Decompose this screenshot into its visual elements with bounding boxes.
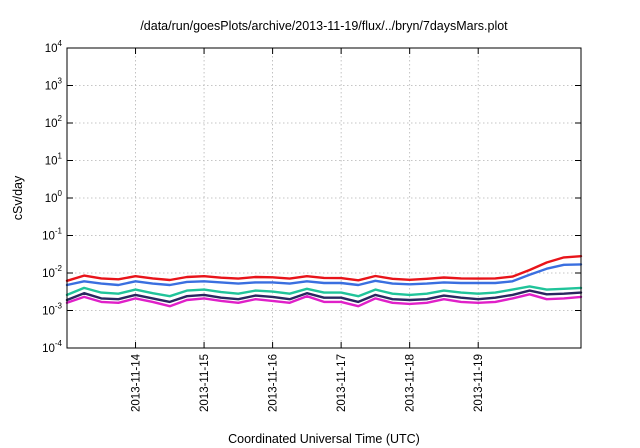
- y-tick-label: 100: [45, 189, 63, 205]
- chart-title: /data/run/goesPlots/archive/2013-11-19/f…: [140, 19, 508, 33]
- y-tick-labels: 104 103 102 101 100 10-1 10-2 10-3 10-4: [42, 39, 62, 355]
- series-line-5: [65, 293, 583, 308]
- x-tick-label: 2013-11-19: [473, 354, 485, 412]
- y-tick-label: 10-1: [42, 227, 62, 243]
- series-line-4: [65, 289, 583, 304]
- y-tick-label: 10-4: [42, 339, 62, 355]
- series-lines: [65, 255, 583, 308]
- x-tick-label: 2013-11-18: [405, 354, 417, 412]
- x-tick-labels: 2013-11-14 2013-11-15 2013-11-16 2013-11-17…: [131, 353, 486, 412]
- plot-frame: [66, 47, 582, 349]
- series-line-2: [65, 263, 583, 287]
- y-tick-label: 103: [45, 77, 63, 93]
- x-axis-label: Coordinated Universal Time (UTC): [228, 432, 420, 446]
- y-axis-label: cSv/day: [11, 175, 25, 220]
- series-line-1: [65, 255, 583, 282]
- x-tick-label: 2013-11-14: [131, 353, 143, 412]
- y-tick-label: 104: [45, 39, 63, 55]
- grid-lines: [67, 48, 581, 348]
- y-tick-label: 102: [45, 114, 63, 130]
- y-tick-label: 101: [45, 152, 63, 168]
- x-tick-label: 2013-11-16: [268, 354, 280, 412]
- x-tick-label: 2013-11-15: [199, 354, 211, 412]
- x-tick-label: 2013-11-17: [336, 354, 348, 412]
- series-line-3: [65, 285, 583, 298]
- y-tick-label: 10-3: [42, 302, 62, 318]
- y-tick-label: 10-2: [42, 264, 62, 280]
